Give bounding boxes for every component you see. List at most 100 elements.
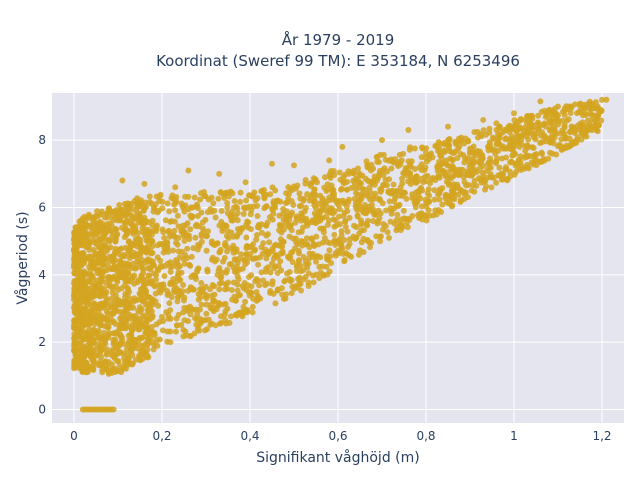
data-point [174,264,181,271]
data-point [109,290,116,297]
data-point [158,286,165,293]
data-point [134,254,141,261]
data-point [563,117,570,124]
data-point-outlier [379,137,385,144]
data-point [252,246,259,253]
data-point [237,189,244,196]
data-point-outlier [119,177,126,184]
data-point [534,120,541,127]
data-point [156,319,163,326]
data-point [253,236,260,243]
data-point [217,189,224,196]
data-point [535,112,542,119]
data-point [272,204,279,211]
data-point [258,229,265,236]
data-point [336,169,343,176]
data-point [282,277,289,284]
data-point-outlier [326,157,333,164]
data-point [92,213,99,220]
data-point [561,135,568,142]
data-point [298,237,305,244]
data-point [436,196,443,203]
data-point [228,229,235,236]
data-point [313,271,320,278]
data-point [440,159,447,166]
data-point [210,297,217,304]
data-point [150,208,157,215]
data-point [337,186,344,193]
data-point [321,174,328,181]
data-point [128,346,135,353]
data-point [516,143,523,150]
data-point [121,350,128,357]
data-point [174,273,181,280]
data-point [165,248,172,255]
data-point [98,353,105,360]
data-point [341,236,348,243]
data-point [399,192,406,199]
data-point [272,187,279,194]
data-point [295,229,302,236]
data-point [463,182,470,189]
data-point [164,239,171,246]
data-point [222,300,229,307]
data-point [543,112,550,119]
data-point [292,245,299,252]
data-point [157,191,164,198]
data-point [175,294,182,301]
data-point [82,299,89,306]
data-point [457,186,464,193]
data-point [245,289,252,296]
data-point [476,175,483,182]
data-point [116,201,123,208]
data-point [71,289,78,296]
data-point [553,113,560,120]
data-point [188,253,195,260]
data-point [450,195,457,202]
data-point [201,189,208,196]
data-point [81,260,88,267]
data-point [542,123,549,130]
data-point [538,108,545,115]
data-point [166,300,173,307]
data-point [517,153,524,160]
data-point [172,207,179,214]
data-point [479,169,486,176]
data-point [77,217,84,224]
data-point [361,186,368,193]
data-point [183,332,190,339]
data-point [149,222,156,229]
data-point [111,330,118,337]
data-point [338,228,345,235]
data-point [319,239,326,246]
data-point [234,273,241,280]
data-point [104,310,111,317]
data-point [139,350,146,357]
data-point [358,219,365,226]
data-point [449,149,456,156]
data-point [292,235,299,242]
data-point [125,332,132,339]
data-point [424,199,431,206]
data-point [142,329,149,336]
data-point [401,215,408,222]
data-point [350,170,357,177]
data-point-outlier [594,103,601,110]
data-point [113,232,120,239]
data-point [422,173,429,180]
data-point [423,145,430,152]
data-point [471,129,478,136]
data-point [112,238,119,245]
data-point [145,272,152,279]
data-point [184,232,191,239]
data-point [81,361,88,368]
data-point [222,240,229,247]
data-point [379,226,386,233]
data-point [417,186,424,193]
data-point [129,352,136,359]
data-point [148,231,155,238]
data-point [425,186,432,193]
data-point [223,223,230,230]
y-tick-label: 4 [38,268,46,282]
data-point-outlier [216,170,223,177]
